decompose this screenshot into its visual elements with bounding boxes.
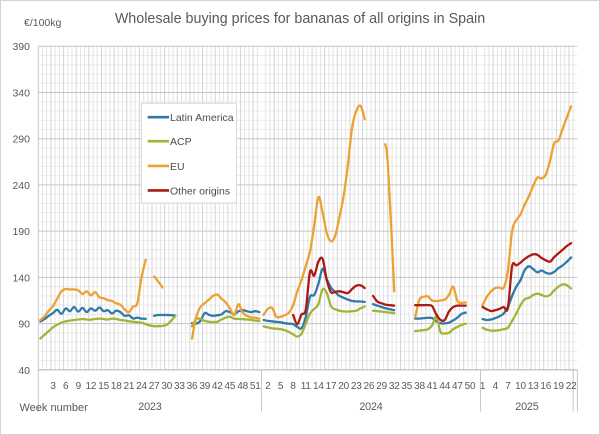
svg-text:22: 22 bbox=[566, 381, 577, 392]
svg-text:21: 21 bbox=[124, 381, 135, 392]
svg-text:23: 23 bbox=[351, 381, 362, 392]
svg-text:51: 51 bbox=[250, 381, 261, 392]
svg-text:2: 2 bbox=[265, 381, 271, 392]
svg-text:140: 140 bbox=[12, 272, 30, 284]
svg-text:4: 4 bbox=[493, 381, 499, 392]
svg-text:2025: 2025 bbox=[515, 401, 538, 413]
svg-text:18: 18 bbox=[111, 381, 122, 392]
svg-text:5: 5 bbox=[278, 381, 284, 392]
svg-text:90: 90 bbox=[18, 319, 30, 331]
svg-text:€/100kg: €/100kg bbox=[24, 17, 62, 29]
svg-text:290: 290 bbox=[12, 134, 30, 146]
svg-text:340: 340 bbox=[12, 87, 30, 99]
svg-text:10: 10 bbox=[515, 381, 526, 392]
svg-text:240: 240 bbox=[12, 180, 30, 192]
svg-text:45: 45 bbox=[225, 381, 236, 392]
svg-text:12: 12 bbox=[86, 381, 97, 392]
svg-text:15: 15 bbox=[98, 381, 109, 392]
svg-text:19: 19 bbox=[553, 381, 564, 392]
svg-text:ACP: ACP bbox=[170, 136, 192, 148]
svg-text:Week number: Week number bbox=[20, 402, 89, 414]
svg-text:39: 39 bbox=[199, 381, 210, 392]
svg-text:27: 27 bbox=[149, 381, 160, 392]
svg-text:16: 16 bbox=[540, 381, 551, 392]
svg-text:190: 190 bbox=[12, 226, 30, 238]
svg-text:35: 35 bbox=[401, 381, 412, 392]
svg-text:29: 29 bbox=[376, 381, 387, 392]
svg-text:41: 41 bbox=[427, 381, 438, 392]
svg-text:48: 48 bbox=[237, 381, 248, 392]
svg-text:30: 30 bbox=[161, 381, 172, 392]
svg-text:7: 7 bbox=[505, 381, 511, 392]
svg-text:11: 11 bbox=[301, 381, 312, 392]
svg-text:44: 44 bbox=[439, 381, 450, 392]
svg-text:390: 390 bbox=[12, 41, 30, 53]
svg-text:33: 33 bbox=[174, 381, 185, 392]
svg-text:13: 13 bbox=[528, 381, 539, 392]
svg-text:6: 6 bbox=[63, 381, 69, 392]
svg-text:Latin America: Latin America bbox=[170, 112, 234, 124]
svg-text:38: 38 bbox=[414, 381, 425, 392]
svg-text:24: 24 bbox=[136, 381, 147, 392]
svg-text:8: 8 bbox=[290, 381, 296, 392]
svg-text:40: 40 bbox=[18, 365, 30, 377]
svg-text:EU: EU bbox=[170, 161, 185, 173]
svg-text:2024: 2024 bbox=[359, 401, 382, 413]
svg-text:42: 42 bbox=[212, 381, 223, 392]
svg-text:3: 3 bbox=[50, 381, 56, 392]
svg-text:50: 50 bbox=[465, 381, 476, 392]
svg-text:20: 20 bbox=[338, 381, 349, 392]
svg-text:17: 17 bbox=[326, 381, 337, 392]
svg-text:1: 1 bbox=[480, 381, 486, 392]
svg-text:Wholesale buying prices for ba: Wholesale buying prices for bananas of a… bbox=[115, 11, 485, 27]
svg-text:Other origins: Other origins bbox=[170, 185, 230, 197]
svg-text:14: 14 bbox=[313, 381, 324, 392]
svg-text:47: 47 bbox=[452, 381, 463, 392]
svg-text:26: 26 bbox=[364, 381, 375, 392]
svg-text:32: 32 bbox=[389, 381, 400, 392]
svg-text:9: 9 bbox=[76, 381, 82, 392]
svg-text:2023: 2023 bbox=[138, 401, 161, 413]
svg-text:36: 36 bbox=[187, 381, 198, 392]
